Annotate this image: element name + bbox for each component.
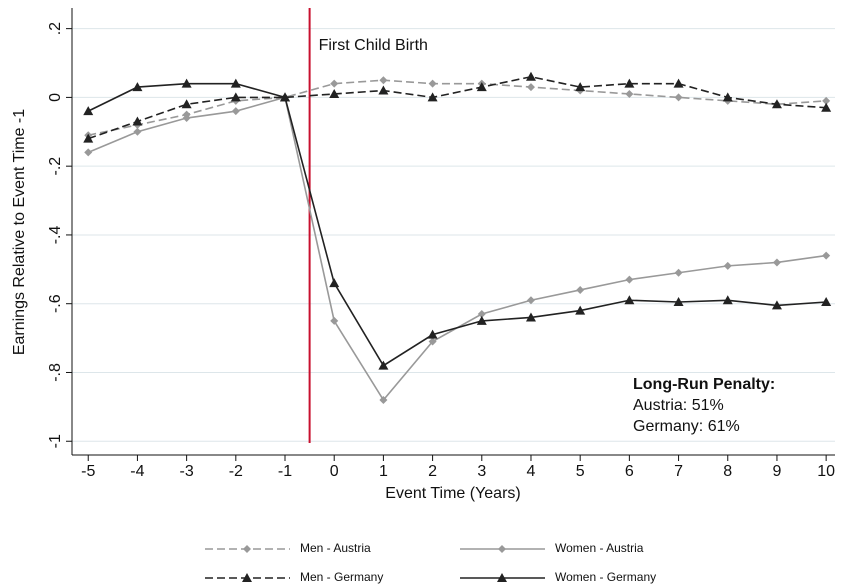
legend-label: Women - Germany (555, 570, 656, 584)
marker (378, 360, 389, 370)
legend-label: Men - Germany (300, 570, 383, 584)
marker (329, 88, 340, 98)
legend-marker (243, 545, 251, 553)
y-tick-label: 0 (47, 93, 64, 102)
marker (723, 261, 732, 270)
legend-marker (497, 573, 507, 582)
marker (181, 78, 192, 88)
x-tick-label: 0 (330, 463, 339, 480)
marker (181, 99, 192, 109)
marker (132, 116, 143, 126)
event-label: First Child Birth (319, 37, 428, 54)
legend-marker (242, 573, 252, 582)
note-line: Germany: 61% (633, 418, 740, 435)
marker (525, 312, 536, 322)
marker (525, 71, 536, 81)
marker (133, 127, 142, 136)
x-tick-label: 8 (723, 463, 732, 480)
marker (526, 83, 535, 92)
marker (182, 114, 191, 123)
x-tick-label: 5 (576, 463, 585, 480)
marker (771, 99, 782, 109)
x-tick-label: -5 (81, 463, 95, 480)
marker (231, 107, 240, 116)
marker (771, 300, 782, 310)
marker (722, 295, 733, 305)
x-tick-label: -3 (180, 463, 194, 480)
x-tick-label: 1 (379, 463, 388, 480)
marker (427, 92, 438, 102)
y-axis-title: Earnings Relative to Event Time -1 (11, 109, 28, 355)
series-line (87, 82, 827, 367)
marker (476, 82, 487, 92)
marker (83, 133, 94, 143)
marker (379, 76, 388, 85)
marker (821, 296, 832, 306)
y-tick-label: -.6 (47, 294, 64, 313)
series-line (88, 79, 827, 137)
marker (329, 278, 340, 288)
marker (576, 285, 585, 294)
marker (625, 275, 634, 284)
marker (378, 85, 389, 95)
marker (821, 102, 832, 112)
x-tick-label: -4 (130, 463, 144, 480)
marker (132, 82, 143, 92)
marker (379, 395, 388, 404)
marker (624, 78, 635, 88)
marker (280, 92, 291, 102)
y-tick-label: -.2 (47, 157, 64, 176)
legend-label: Men - Austria (300, 541, 371, 555)
x-tick-label: 4 (527, 463, 536, 480)
marker (83, 106, 94, 116)
marker (624, 295, 635, 305)
x-tick-label: 10 (817, 463, 835, 480)
y-tick-label: .2 (47, 22, 64, 35)
marker (575, 305, 586, 315)
note-title: Long-Run Penalty: (633, 376, 775, 393)
marker (84, 148, 93, 157)
marker (673, 78, 684, 88)
marker (722, 92, 733, 102)
x-tick-label: -2 (229, 463, 243, 480)
marker (428, 79, 437, 88)
x-tick-label: 9 (772, 463, 781, 480)
marker (673, 296, 684, 306)
marker (526, 296, 535, 305)
marker (625, 89, 634, 98)
marker (772, 258, 781, 267)
marker (428, 337, 437, 346)
marker (476, 315, 487, 325)
marker (822, 96, 831, 105)
x-tick-label: -1 (278, 463, 292, 480)
x-tick-label: 7 (674, 463, 683, 480)
y-tick-label: -.8 (47, 363, 64, 382)
x-axis-title: Event Time (Years) (385, 485, 520, 502)
x-tick-label: 2 (428, 463, 437, 480)
marker (674, 268, 683, 277)
note-line: Austria: 51% (633, 397, 724, 414)
x-tick-label: 6 (625, 463, 634, 480)
y-tick-label: -.4 (47, 226, 64, 245)
legend-marker (498, 545, 506, 553)
marker (230, 78, 241, 88)
legend-label: Women - Austria (555, 541, 644, 555)
marker (822, 251, 831, 260)
marker (674, 93, 683, 102)
marker (230, 92, 241, 102)
x-tick-label: 3 (477, 463, 486, 480)
marker (575, 82, 586, 92)
marker (477, 310, 486, 319)
y-tick-label: -1 (47, 434, 64, 448)
marker (427, 329, 438, 339)
series-line (87, 75, 827, 140)
marker (330, 316, 339, 325)
marker (330, 79, 339, 88)
series-line (87, 96, 827, 402)
